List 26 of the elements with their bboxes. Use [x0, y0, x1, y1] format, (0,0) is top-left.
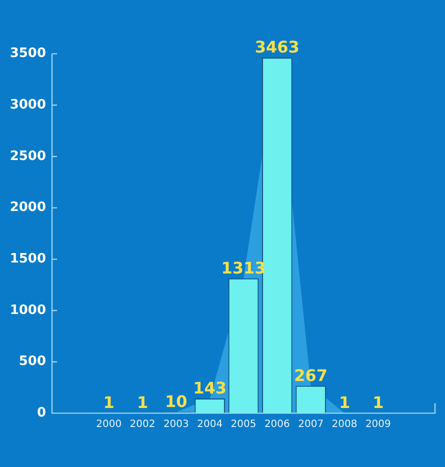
data-label: 10 [165, 392, 188, 412]
y-tick-label: 1000 [10, 302, 46, 318]
x-tick-label: 2009 [365, 418, 391, 430]
data-label: 1 [338, 393, 350, 412]
x-tick-label: 2002 [130, 418, 156, 430]
y-tick-label: 3500 [10, 46, 46, 62]
y-tick-label: 0 [36, 406, 46, 421]
data-label: 267 [294, 366, 328, 385]
data-label: 3463 [254, 38, 300, 57]
x-tick-label: 2000 [96, 418, 122, 430]
x-tick-label: 2004 [197, 418, 223, 430]
y-tick-label: 2500 [10, 148, 46, 164]
x-tick-label: 2008 [332, 418, 358, 430]
y-tick-label: 3000 [10, 98, 46, 113]
x-tick-label: 2006 [264, 418, 290, 430]
y-tick-label: 2000 [10, 200, 46, 216]
x-tick-label: 2007 [298, 418, 324, 430]
data-label: 143 [193, 378, 227, 398]
x-tick-label: 2005 [230, 418, 256, 430]
y-tick-label: 1500 [10, 252, 46, 267]
y-tick-label: 500 [18, 354, 46, 370]
x-tick-label: 2003 [163, 418, 189, 430]
data-label: 1 [136, 393, 148, 412]
data-label: 1 [103, 393, 114, 412]
data-label: 1 [372, 393, 384, 412]
data-label: 1313 [221, 258, 266, 278]
